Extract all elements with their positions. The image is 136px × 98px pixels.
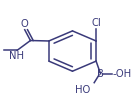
Text: NH: NH: [9, 51, 24, 61]
Text: B: B: [97, 69, 104, 79]
Text: -OH: -OH: [113, 69, 132, 79]
Text: O: O: [20, 19, 28, 29]
Text: Cl: Cl: [91, 18, 101, 28]
Text: HO: HO: [75, 85, 90, 95]
